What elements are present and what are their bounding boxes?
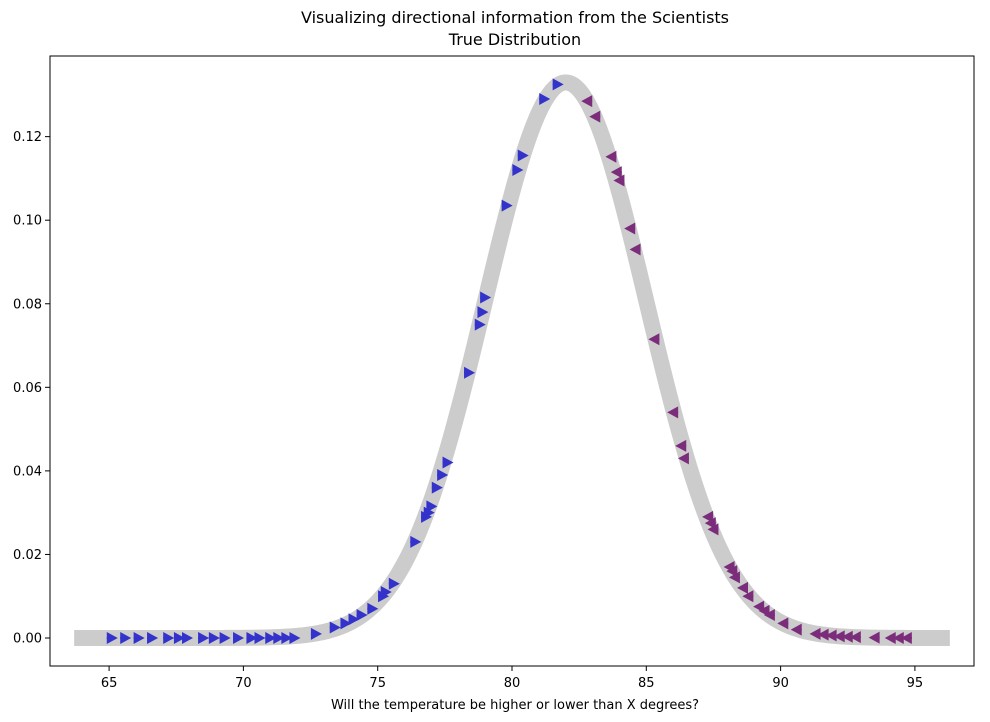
lower-arrow-marker xyxy=(629,243,641,256)
x-tick-label: 75 xyxy=(369,676,386,691)
lower-arrow-marker xyxy=(742,590,754,603)
higher-arrow-marker xyxy=(431,481,443,494)
higher-arrow-marker xyxy=(133,632,145,645)
lower-arrow-marker xyxy=(613,174,625,187)
y-tick-label: 0.08 xyxy=(13,297,42,312)
higher-arrow-marker xyxy=(106,632,118,645)
lower-arrow-marker xyxy=(737,581,748,594)
higher-arrow-marker xyxy=(480,291,492,304)
higher-arrow-marker xyxy=(512,164,524,177)
y-tick-label: 0.00 xyxy=(13,632,42,647)
y-tick-label: 0.10 xyxy=(13,214,42,229)
lower-arrow-marker xyxy=(763,609,775,622)
higher-arrow-marker xyxy=(474,318,486,331)
higher-arrow-marker xyxy=(329,621,341,634)
lower-arrow-marker xyxy=(790,623,802,636)
higher-arrow-marker xyxy=(437,469,449,482)
higher-arrow-marker xyxy=(163,632,175,645)
lower-arrow-marker xyxy=(648,333,660,346)
higher-arrow-marker xyxy=(501,199,513,212)
higher-arrow-marker xyxy=(181,632,193,645)
higher-arrow-marker xyxy=(147,632,159,645)
y-tick-label: 0.04 xyxy=(13,464,42,479)
higher-arrow-marker xyxy=(289,632,301,645)
lower-arrow-marker xyxy=(624,222,636,235)
higher-arrow-marker xyxy=(273,632,285,645)
lower-arrow-marker xyxy=(884,632,896,645)
lower-arrow-marker xyxy=(702,510,714,523)
higher-arrow-marker xyxy=(477,306,489,319)
higher-arrow-marker xyxy=(442,456,454,469)
higher-arrow-marker xyxy=(464,366,476,379)
x-tick-label: 95 xyxy=(907,676,924,691)
higher-arrow-marker xyxy=(380,586,392,599)
higher-arrow-marker xyxy=(367,602,379,615)
higher-arrow-marker xyxy=(120,632,132,645)
higher-arrow-marker xyxy=(552,78,564,91)
lower-arrow-marker xyxy=(728,571,740,584)
lower-arrow-marker xyxy=(892,632,904,645)
higher-arrow-marker xyxy=(219,632,231,645)
lower-arrow-marker xyxy=(900,632,912,645)
y-tick-label: 0.12 xyxy=(13,130,42,145)
lower-arrow-marker xyxy=(610,166,622,179)
lower-arrow-marker xyxy=(677,452,689,465)
lower-arrow-marker xyxy=(849,631,861,644)
higher-arrow-marker xyxy=(281,632,293,645)
lower-arrow-marker xyxy=(833,630,845,643)
lower-arrow-marker xyxy=(707,523,719,536)
lower-arrow-marker xyxy=(817,628,829,641)
y-tick-label: 0.02 xyxy=(13,548,42,563)
higher-arrow-marker xyxy=(254,632,266,645)
lower-arrow-marker xyxy=(589,110,601,123)
chart-subtitle: True Distribution xyxy=(448,30,581,49)
lower-arrow-marker xyxy=(825,629,837,642)
lower-arrow-marker xyxy=(868,631,880,644)
higher-arrow-marker xyxy=(340,617,352,630)
higher-arrow-marker xyxy=(233,632,245,645)
lower-arrow-marker xyxy=(605,150,617,163)
y-tick-label: 0.06 xyxy=(13,381,42,396)
higher-arrow-marker xyxy=(517,149,529,162)
lower-arrow-marker xyxy=(704,517,716,530)
x-tick-label: 70 xyxy=(235,676,252,691)
higher-arrow-marker xyxy=(388,577,400,590)
plot-area: 65 70 75 80 85 90 95 0.00 0.02 0.04 0.06 0.08 0.10 0.… xyxy=(13,55,975,691)
x-tick-label: 80 xyxy=(504,676,521,691)
higher-arrow-marker xyxy=(310,627,322,640)
higher-arrow-marker xyxy=(348,613,360,626)
lower-arrow-marker xyxy=(777,617,789,630)
x-tick-label: 85 xyxy=(638,676,655,691)
higher-arrow-marker xyxy=(410,535,422,548)
lower-arrow-marker xyxy=(667,406,679,419)
x-tick-label: 90 xyxy=(772,676,789,691)
higher-arrow-marker xyxy=(208,632,220,645)
higher-arrow-marker xyxy=(356,609,368,622)
chart-title: Visualizing directional information from… xyxy=(301,8,729,27)
lower-arrow-marker xyxy=(675,439,687,452)
lower-arrow-marker xyxy=(581,95,593,108)
lower-arrow-marker xyxy=(726,565,738,578)
lower-arrow-marker xyxy=(809,627,821,640)
higher-arrow-marker xyxy=(246,632,258,645)
x-tick-label: 65 xyxy=(101,676,118,691)
higher-arrow-marker xyxy=(173,632,185,645)
higher-arrow-marker xyxy=(265,632,277,645)
higher-arrow-marker xyxy=(539,93,551,106)
x-axis-label: Will the temperature be higher or lower … xyxy=(331,698,699,713)
higher-arrow-marker xyxy=(426,500,438,513)
lower-arrow-marker xyxy=(841,630,853,643)
higher-arrow-marker xyxy=(198,632,210,645)
